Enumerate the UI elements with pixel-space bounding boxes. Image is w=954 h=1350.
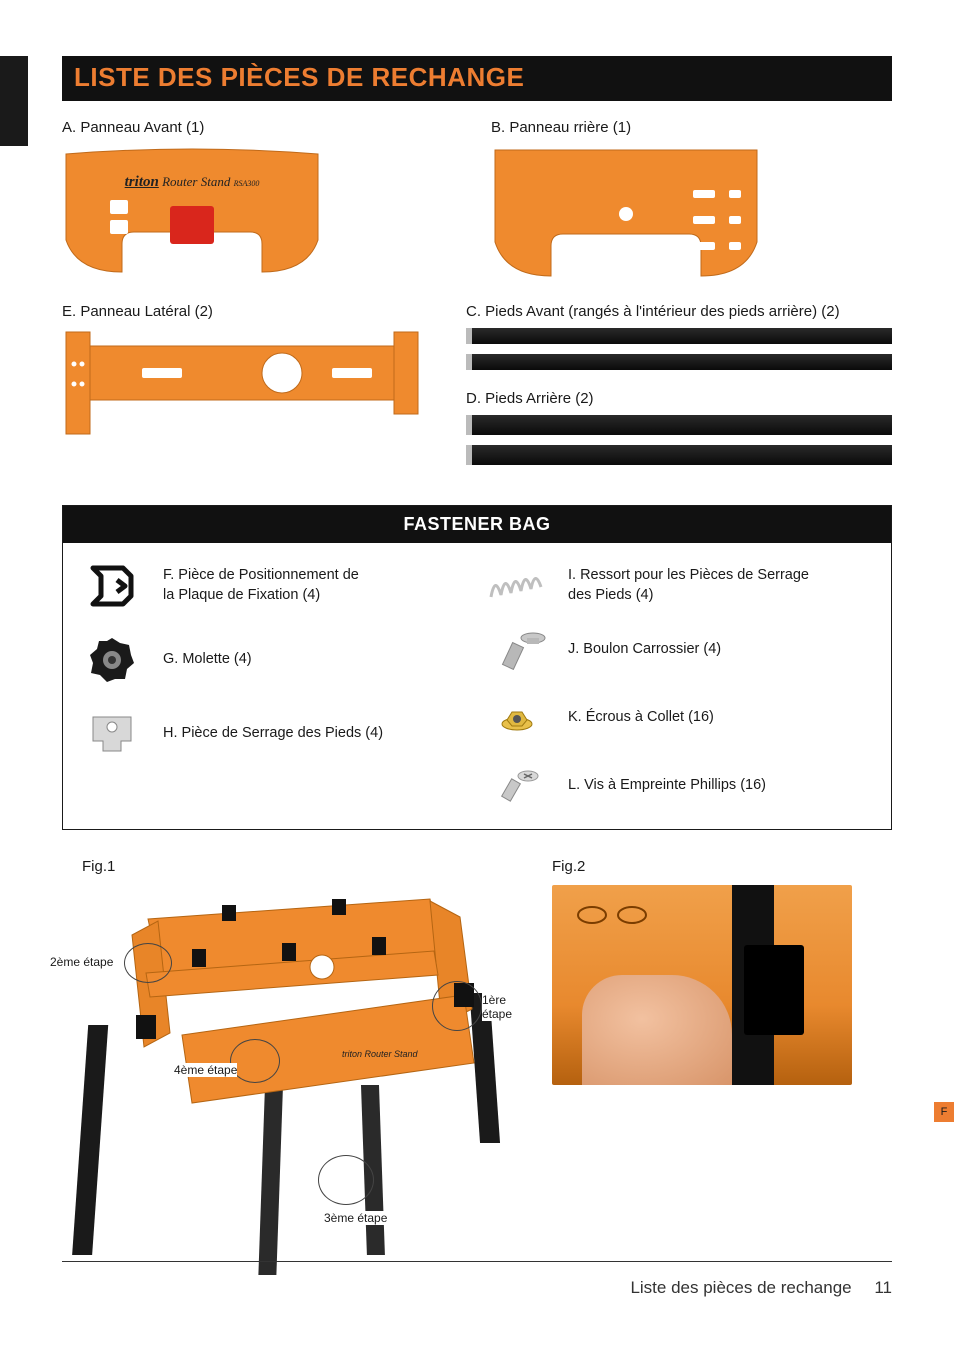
- part-c-label: C. Pieds Avant (rangés à l'intérieur des…: [466, 303, 892, 320]
- figures-row: Fig.1 triton Router St: [62, 858, 892, 1285]
- fastener-col-right: I. Ressort pour les Pièces de Serrage de…: [482, 561, 877, 811]
- clamp-plate-icon: [77, 709, 147, 759]
- fig2-illustration: [552, 885, 852, 1085]
- step-2-label: 2ème étape: [50, 955, 113, 969]
- parts-row-2: E. Panneau Latéral (2) C. Pieds Avant (r…: [62, 303, 892, 475]
- callout-circle-icon: [230, 1039, 280, 1083]
- part-b-label: B. Panneau rrière (1): [491, 119, 892, 136]
- parts-row-1: A. Panneau Avant (1) triton Router Stand…: [62, 119, 892, 279]
- callout-circle-icon: [432, 981, 482, 1031]
- part-a: A. Panneau Avant (1) triton Router Stand…: [62, 119, 463, 279]
- part-d-label: D. Pieds Arrière (2): [466, 390, 892, 407]
- page-content: LISTE DES PIÈCES DE RECHANGE A. Panneau …: [0, 0, 954, 1315]
- fig1-label: Fig.1: [82, 858, 522, 875]
- fastener-g-text: G. Molette (4): [163, 650, 252, 670]
- fig1-illustration: triton Router Stand 1ère étape: [62, 885, 522, 1285]
- fastener-j-text: J. Boulon Carrossier (4): [568, 640, 721, 660]
- red-handle-icon: [170, 206, 214, 244]
- figure-2: Fig.2: [552, 858, 892, 1085]
- slot-icon: [729, 242, 741, 250]
- model-text: RSA300: [234, 179, 260, 188]
- callout-circle-icon: [124, 943, 172, 983]
- fastener-l-text: L. Vis à Empreinte Phillips (16): [568, 776, 766, 796]
- front-leg-icon: [466, 354, 892, 370]
- product-text: Router Stand: [162, 174, 230, 189]
- part-e-label: E. Panneau Latéral (2): [62, 303, 442, 320]
- fastener-f-text: F. Pièce de Positionnement de la Plaque …: [163, 566, 359, 605]
- fastener-col-left: F. Pièce de Positionnement de la Plaque …: [77, 561, 472, 811]
- phillips-screw-icon: [482, 761, 552, 811]
- fastener-grid: F. Pièce de Positionnement de la Plaque …: [63, 543, 891, 829]
- brand-text: triton: [125, 174, 159, 190]
- hand-icon: [582, 975, 732, 1085]
- callout-circle-icon: [318, 1155, 374, 1205]
- page-number: 11: [874, 1278, 892, 1297]
- part-b: B. Panneau rrière (1): [491, 119, 892, 279]
- step-1-label: 1ère étape: [482, 993, 522, 1021]
- part-e: E. Panneau Latéral (2): [62, 303, 442, 475]
- slot-icon: [693, 242, 715, 250]
- coach-bolt-icon: [482, 625, 552, 675]
- panel-front-branding: triton Router Stand RSA300: [62, 174, 322, 191]
- side-tab-left: [0, 56, 28, 146]
- fig2-label: Fig.2: [552, 858, 892, 875]
- fastener-item-i: I. Ressort pour les Pièces de Serrage de…: [482, 561, 877, 611]
- part-a-label: A. Panneau Avant (1): [62, 119, 463, 136]
- fastener-item-j: J. Boulon Carrossier (4): [482, 625, 877, 675]
- knob-icon: [77, 635, 147, 685]
- rear-leg-icon: [466, 445, 892, 465]
- panel-side-illustration: [62, 328, 422, 438]
- fastener-header: FASTENER BAG: [63, 506, 891, 543]
- figure-1: Fig.1 triton Router St: [62, 858, 522, 1285]
- clip-icon: [77, 561, 147, 611]
- fastener-item-g: G. Molette (4): [77, 635, 472, 685]
- panel-front-illustration: triton Router Stand RSA300: [62, 144, 322, 274]
- step-4-label: 4ème étape: [174, 1063, 237, 1077]
- front-leg-icon: [466, 328, 892, 344]
- footer-rule: [62, 1261, 892, 1262]
- fastener-k-text: K. Écrous à Collet (16): [568, 708, 714, 728]
- section-title: LISTE DES PIÈCES DE RECHANGE: [62, 56, 892, 101]
- fastener-i-text: I. Ressort pour les Pièces de Serrage de…: [568, 566, 809, 605]
- fastener-item-h: H. Pièce de Serrage des Pieds (4): [77, 709, 472, 759]
- spring-icon: [482, 561, 552, 611]
- fastener-item-f: F. Pièce de Positionnement de la Plaque …: [77, 561, 472, 611]
- svg-text:triton Router Stand: triton Router Stand: [342, 1049, 419, 1059]
- fastener-item-k: K. Écrous à Collet (16): [482, 693, 877, 743]
- fastener-item-l: L. Vis à Empreinte Phillips (16): [482, 761, 877, 811]
- step-3-label: 3ème étape: [324, 1211, 387, 1225]
- slot-icon: [693, 190, 715, 198]
- fastener-h-text: H. Pièce de Serrage des Pieds (4): [163, 724, 383, 744]
- side-tab-right: F: [934, 1102, 954, 1122]
- panel-rear-illustration: [491, 144, 761, 279]
- slot-icon: [693, 216, 715, 224]
- page-footer: Liste des pièces de rechange 11: [630, 1278, 892, 1298]
- rear-leg-icon: [466, 415, 892, 435]
- legs-column: C. Pieds Avant (rangés à l'intérieur des…: [466, 303, 892, 475]
- flange-nut-icon: [482, 693, 552, 743]
- bracket-icon: [744, 945, 804, 1035]
- slot-icon: [729, 190, 741, 198]
- slot-icon: [729, 216, 741, 224]
- fastener-bag-box: FASTENER BAG F. Pièce de Positionnement …: [62, 505, 892, 830]
- footer-text: Liste des pièces de rechange: [630, 1278, 851, 1297]
